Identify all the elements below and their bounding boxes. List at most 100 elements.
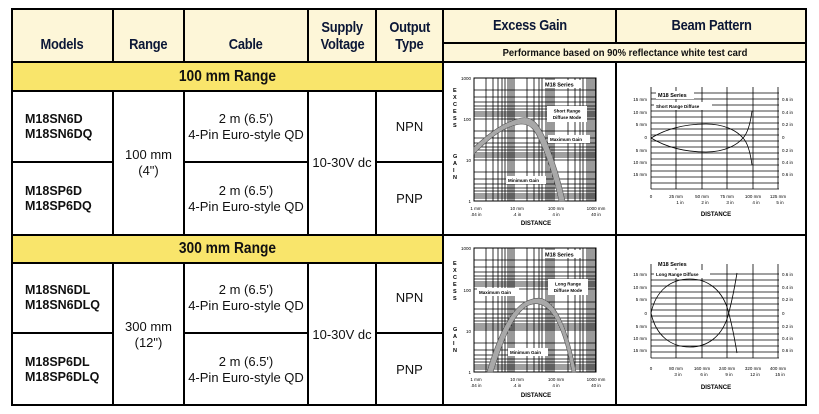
svg-text:40 in: 40 in [591, 212, 601, 217]
model-name: M18SN6DL [25, 283, 91, 297]
svg-text:5 in: 5 in [776, 200, 784, 205]
y-axis-ticks: 1000 100 10 1 [461, 246, 472, 375]
y-axis-title: E X C E S S G A I N [453, 261, 457, 354]
svg-text:X: X [453, 268, 457, 274]
svg-text:15 mm: 15 mm [633, 97, 647, 102]
y-axis-ticks: 1000 100 10 1 [461, 76, 472, 204]
max-gain-label: Maximum Gain [479, 290, 511, 295]
header-models-label: Models [40, 35, 84, 53]
header-output-type: Output Type [376, 8, 443, 62]
svg-text:S: S [453, 123, 457, 129]
divider [184, 161, 308, 163]
svg-text:25 mm: 25 mm [669, 194, 683, 199]
svg-text:S: S [453, 116, 457, 122]
svg-text:E: E [453, 282, 457, 288]
svg-text:1: 1 [468, 370, 471, 375]
section-title-100mm: 100 mm Range [178, 67, 276, 85]
series-label: M18 Series [545, 83, 574, 89]
svg-text:N: N [453, 175, 457, 181]
cable-length: 2 m (6.5') [218, 282, 274, 297]
svg-text:E: E [453, 88, 457, 94]
performance-note: Performance based on 90% reflectance whi… [443, 43, 807, 62]
svg-text:0.2 in: 0.2 in [782, 148, 794, 153]
model-name: M18SP6DQ [25, 198, 92, 213]
mode-label-box [654, 270, 710, 278]
svg-text:0.4 in: 0.4 in [782, 160, 794, 165]
cable-type: 4-Pin Euro-style QD [188, 198, 304, 214]
svg-text:10 mm: 10 mm [633, 160, 647, 165]
svg-text:0: 0 [782, 135, 785, 140]
range-value: 100 mm [125, 147, 172, 162]
cable-length: 2 m (6.5') [218, 353, 274, 369]
gain-curve [486, 297, 577, 373]
beam-curves [650, 110, 753, 166]
svg-text:0.2 in: 0.2 in [782, 297, 794, 302]
y-axis-right-ticks: 0.6 in 0.4 in 0.2 in 0 0.2 in 0.4 in 0.6 in [782, 97, 794, 177]
divider [112, 91, 114, 235]
svg-text:A: A [453, 334, 457, 340]
svg-text:1000 mm: 1000 mm [587, 206, 606, 211]
max-gain-box [548, 135, 590, 143]
svg-text:100 mm: 100 mm [745, 194, 762, 199]
svg-text:125 mm: 125 mm [770, 194, 787, 199]
output-type-value: NPN [395, 290, 424, 305]
header-range: Range [113, 8, 184, 62]
divider [307, 91, 309, 235]
mode-label: Short Range [554, 109, 581, 114]
x-axis-title: DISTANCE [701, 385, 731, 391]
svg-text:0: 0 [650, 194, 653, 199]
model-cell: M18SN6DL M18SN6DLQ [11, 263, 113, 333]
divider [375, 263, 377, 406]
divider [112, 8, 114, 62]
x-axis-ticks: 1 mm 10 mm 100 mm 1000 mm .04 in .4 in 4 in 40… [470, 377, 605, 388]
header-cable: Cable [184, 8, 308, 62]
svg-text:.04 in: .04 in [470, 383, 482, 388]
divider [307, 263, 309, 406]
cable-cell: 2 m (6.5') 4-Pin Euro-style QD [184, 162, 308, 235]
mode-label-box [654, 102, 712, 110]
output-type-cell: PNP [376, 162, 443, 235]
svg-text:40 in: 40 in [591, 383, 601, 388]
svg-text:A: A [453, 161, 457, 167]
output-type-cell: NPN [376, 263, 443, 333]
svg-text:1 mm: 1 mm [470, 377, 482, 382]
svg-text:80 mm: 80 mm [669, 366, 683, 371]
mode-label: Long Range Diffuse [656, 272, 699, 277]
svg-text:G: G [453, 327, 457, 333]
divider [307, 8, 309, 62]
series-label-box [543, 250, 581, 258]
svg-text:0.6 in: 0.6 in [782, 272, 794, 277]
divider [11, 61, 807, 63]
model-name: M18SP6DLQ [25, 369, 100, 384]
cable-length: 2 m (6.5') [218, 182, 274, 198]
header-output-line1: Output [389, 19, 430, 36]
cable-type: 4-Pin Euro-style QD [188, 298, 304, 313]
model-name: M18SP6DL [25, 354, 90, 369]
divider [183, 8, 185, 62]
svg-text:3 in: 3 in [726, 200, 734, 205]
cable-cell: 2 m (6.5') 4-Pin Euro-style QD [184, 263, 308, 333]
svg-text:0: 0 [782, 311, 785, 316]
y-axis-right-ticks: 0.6 in 0.4 in 0.2 in 0 0.2 in 0.4 in 0.6 in [782, 272, 794, 353]
output-type-cell: NPN [376, 91, 443, 162]
svg-text:10 mm: 10 mm [510, 206, 524, 211]
supply-voltage-value: 10-30V dc [312, 326, 372, 342]
mode-label: Long Range [555, 282, 581, 287]
svg-text:2 in: 2 in [701, 200, 709, 205]
svg-text:0.4 in: 0.4 in [782, 285, 794, 290]
svg-text:G: G [453, 154, 457, 160]
excess-gain-chart-short-range: E X C E S S G A I N 1000 100 10 1 M18 Se… [453, 76, 606, 227]
mode-label-box [548, 279, 588, 295]
svg-text:6 in: 6 in [700, 372, 708, 377]
divider [11, 90, 443, 92]
svg-text:1 in: 1 in [676, 200, 684, 205]
svg-text:0.6 in: 0.6 in [782, 348, 794, 353]
supply-voltage-cell: 10-30V dc [308, 91, 376, 235]
x-axis-ticks: 1 mm 10 mm 100 mm 1000 mm .04 in .4 in 4 in 40… [470, 206, 605, 217]
divider [112, 263, 114, 406]
svg-text:5 mm: 5 mm [636, 148, 648, 153]
x-axis-ticks: 0 80 mm 160 mm 240 mm 320 mm 400 mm 3 in 6 in 9… [650, 366, 787, 377]
header-range-label: Range [129, 35, 168, 53]
divider [375, 91, 377, 235]
svg-text:.4 in: .4 in [513, 212, 522, 217]
